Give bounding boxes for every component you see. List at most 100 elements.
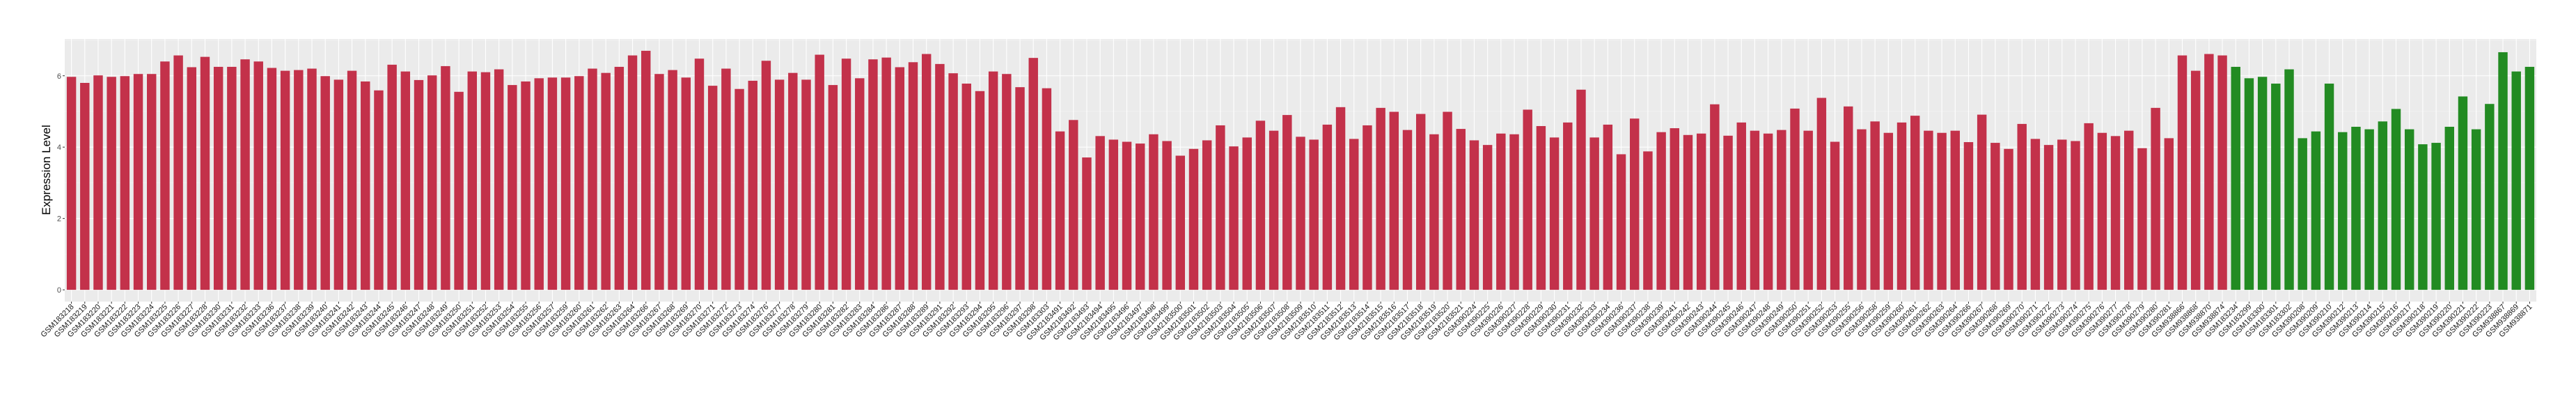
bar-GSM390224 (1469, 140, 1479, 290)
bar-GSM183267 (654, 74, 664, 290)
y-tick-label: 6 (57, 72, 61, 81)
bar-GSM183242 (347, 70, 357, 290)
bar-GSM390221 (2458, 96, 2468, 290)
bar-GSM183274 (748, 80, 757, 290)
bar-GSM2183511 (1322, 124, 1333, 290)
bar-GSM2183509 (1296, 137, 1305, 290)
bar-GSM183251 (467, 71, 477, 290)
bar-GSM2183515 (1376, 107, 1385, 290)
bars (66, 50, 2535, 290)
bar-GSM390275 (2084, 123, 2094, 290)
bar-GSM183252 (480, 72, 491, 290)
bar-GSM183263 (614, 66, 625, 290)
bar-GSM2183520 (1443, 111, 1452, 290)
bar-GSM183248 (427, 75, 437, 290)
bar-GSM183278 (788, 72, 798, 290)
bar-GSM183232 (240, 59, 250, 290)
y-axis-title: Expression Level (40, 125, 53, 215)
bar-GSM183293 (961, 84, 971, 290)
bar-GSM390264 (1950, 130, 1960, 290)
bar-GSM390244 (1710, 104, 1720, 290)
bar-GSM390247 (1750, 130, 1760, 290)
bar-GSM390229 (1536, 125, 1546, 290)
bar-GSM183287 (895, 67, 905, 290)
bar-GSM183223 (133, 74, 143, 290)
bar-GSM2183491 (1055, 131, 1065, 290)
bar-GSM183241 (333, 79, 344, 290)
bar-GSM183219 (80, 83, 90, 290)
bar-GSM390263 (1937, 132, 1947, 290)
bar-GSM183288 (908, 62, 918, 290)
bar-GSM390237 (1630, 118, 1640, 290)
bar-GSM390260 (1896, 122, 1907, 290)
bar-GSM183225 (160, 61, 170, 290)
bar-GSM938870 (2204, 54, 2214, 290)
bar-GSM938866 (2177, 55, 2188, 290)
bar-GSM390216 (2391, 109, 2401, 290)
bar-GSM390243 (1696, 133, 1706, 290)
bar-GSM390261 (1910, 116, 1920, 290)
bar-GSM390228 (1523, 109, 1532, 290)
bar-GSM390276 (2097, 132, 2107, 290)
bar-GSM2183514 (1362, 125, 1372, 290)
bar-GSM183243 (361, 81, 370, 290)
bar-GSM183279 (801, 79, 811, 290)
bar-GSM183220 (93, 75, 103, 290)
bar-GSM390280 (2151, 107, 2160, 290)
bar-GSM390246 (1736, 122, 1746, 290)
bar-GSM183253 (494, 69, 504, 290)
bar-GSM390219 (2431, 143, 2441, 290)
bar-GSM183297 (1015, 87, 1025, 290)
bar-GSM183224 (147, 74, 157, 290)
bar-GSM2183518 (1415, 114, 1426, 290)
bar-GSM938867 (2498, 52, 2508, 290)
bar-GSM390255 (1844, 106, 1853, 290)
bar-GSM938874 (2217, 55, 2227, 290)
bar-GSM390272 (2043, 145, 2054, 290)
bar-GSM390277 (2110, 136, 2121, 290)
bar-GSM183269 (681, 77, 691, 290)
bar-GSM2183496 (1122, 141, 1132, 290)
y-tick-label: 0 (57, 286, 61, 295)
bar-GSM2183519 (1429, 134, 1439, 290)
bar-GSM183277 (774, 79, 785, 290)
bar-GSM390231 (1563, 122, 1573, 290)
bar-GSM183239 (307, 68, 317, 290)
bar-GSM183255 (521, 81, 531, 290)
bar-GSM183291 (935, 63, 945, 290)
bar-GSM390259 (1883, 132, 1894, 290)
bar-GSM2183505 (1242, 137, 1252, 290)
bar-GSM390268 (1990, 143, 2000, 290)
bar-GSM2183501 (1188, 148, 1199, 290)
bar-GSM390248 (1763, 133, 1773, 290)
bar-GSM183294 (975, 91, 985, 290)
bar-GSM390253 (1830, 141, 1840, 290)
bar-GSM183266 (641, 50, 651, 290)
bar-GSM390215 (2378, 121, 2388, 290)
bar-GSM183284 (868, 59, 878, 290)
bar-GSM183289 (921, 54, 932, 290)
bar-GSM183226 (173, 55, 183, 290)
bar-GSM183221 (107, 77, 116, 290)
bar-GSM390269 (2004, 148, 2013, 290)
bar-GSM2183512 (1335, 107, 1346, 290)
bar-GSM390271 (2030, 139, 2041, 290)
bar-GSM390279 (2137, 148, 2147, 290)
bar-GSM183264 (627, 55, 638, 290)
bar-GSM183245 (387, 64, 397, 290)
bar-GSM390251 (1803, 130, 1813, 290)
bar-GSM390234 (1603, 124, 1613, 290)
bar-GSM183272 (721, 68, 731, 290)
bar-GSM2183500 (1175, 155, 1186, 290)
bar-GSM183227 (187, 67, 197, 290)
bar-GSM2183521 (1456, 129, 1466, 290)
bar-GSM390222 (2471, 129, 2481, 290)
bar-GSM390266 (1963, 142, 1974, 290)
bar-GSM2183494 (1095, 136, 1105, 290)
bar-GSM2183502 (1202, 140, 1212, 290)
bar-GSM183283 (855, 78, 865, 290)
bar-GSM390258 (1870, 121, 1880, 290)
y-tick-label: 2 (57, 215, 61, 224)
bar-GSM183261 (588, 68, 597, 290)
bar-GSM390214 (2364, 129, 2374, 290)
